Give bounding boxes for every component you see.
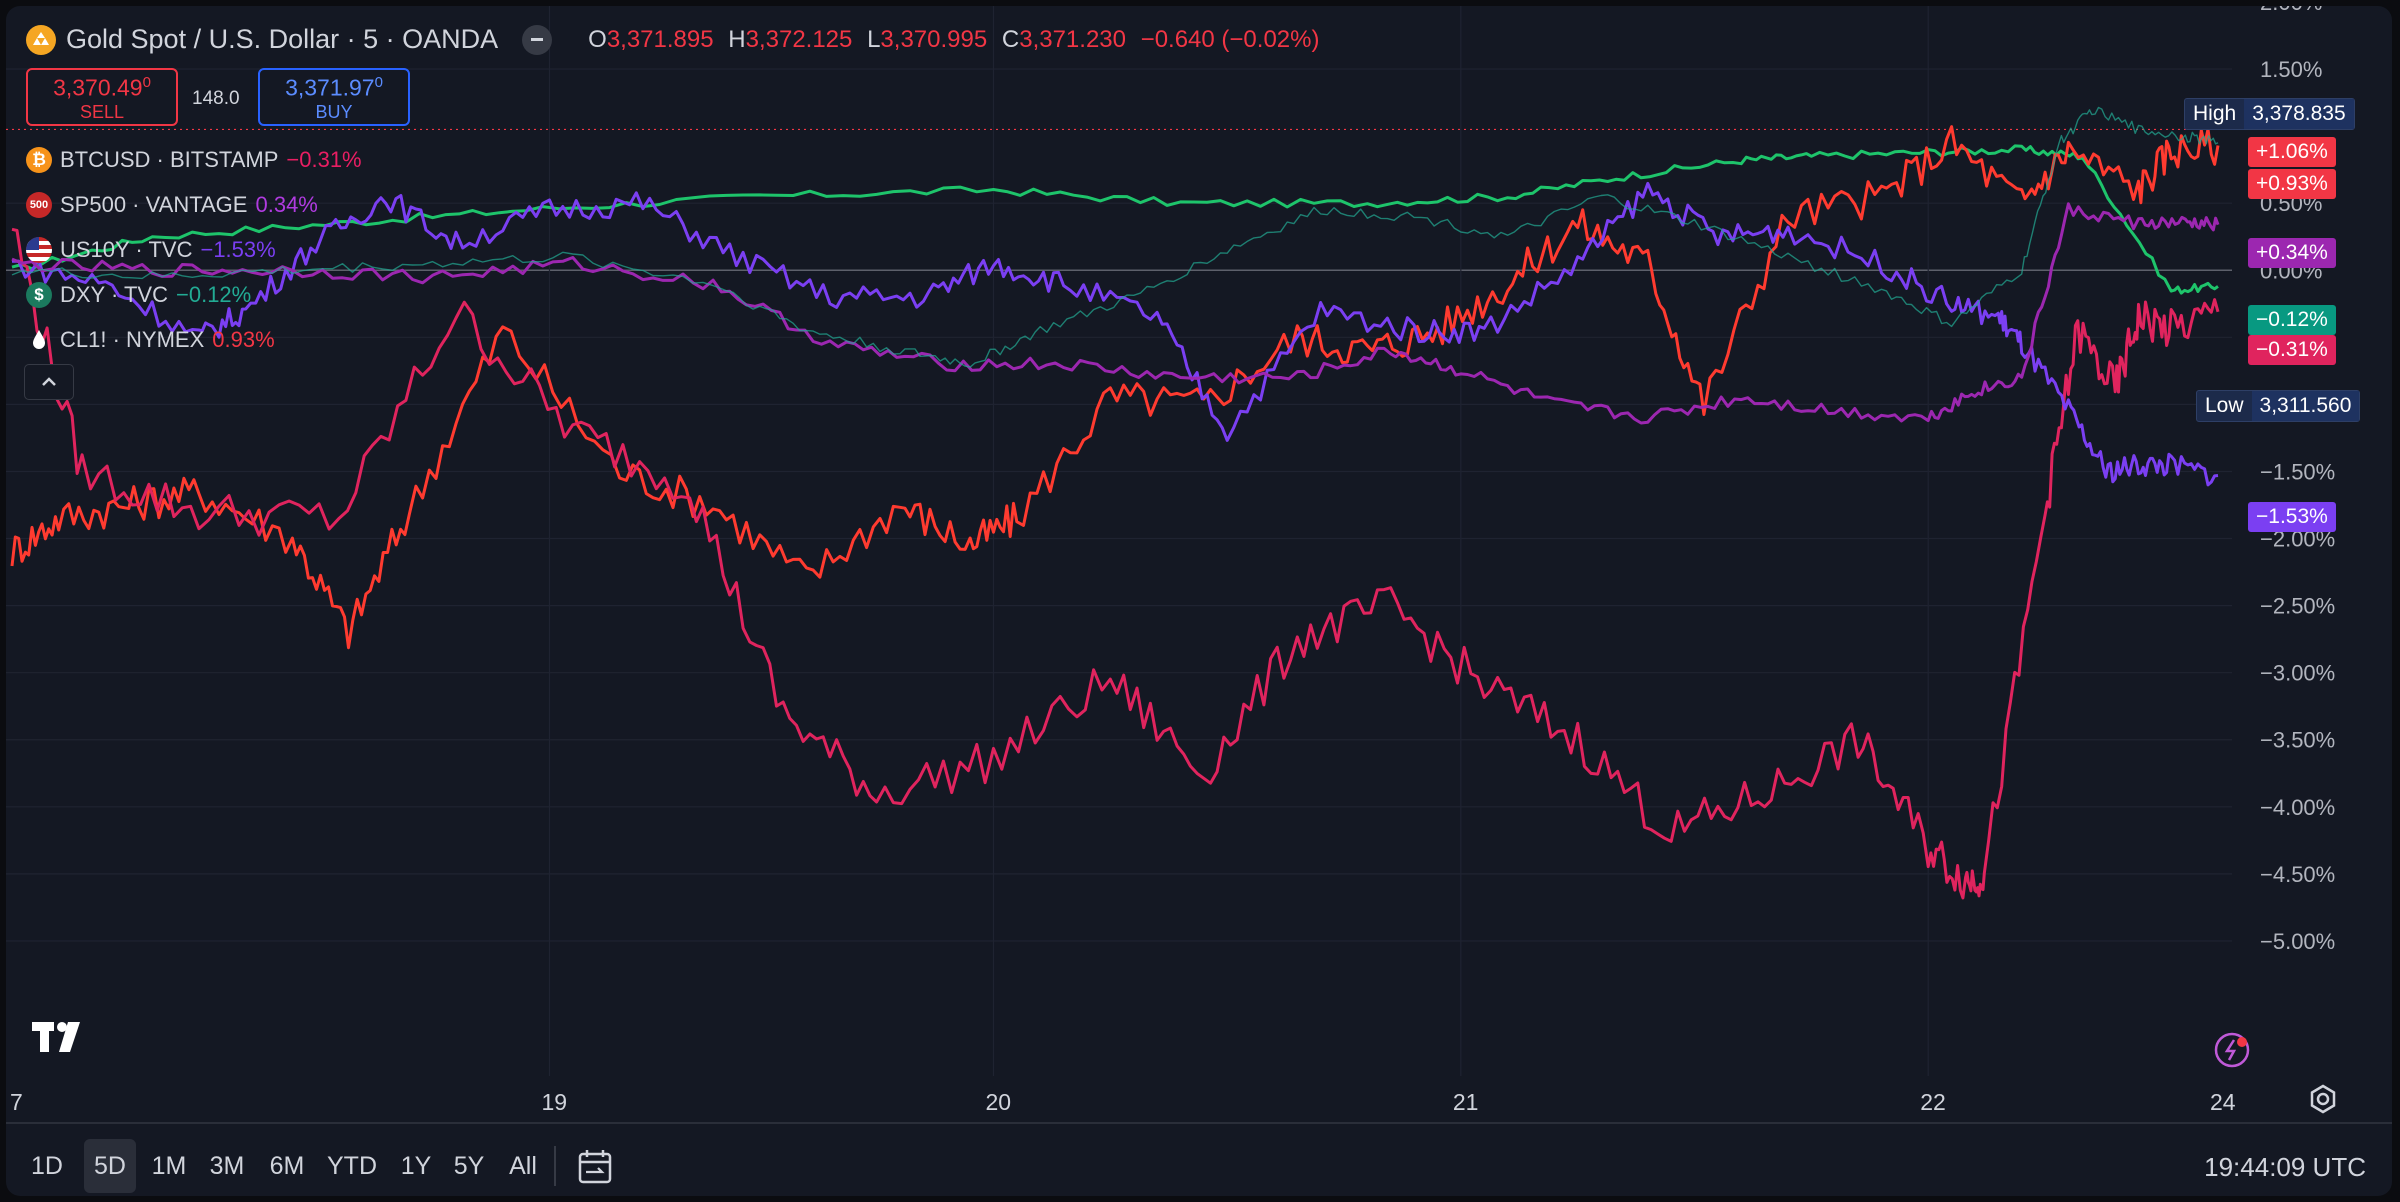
x-tick-label: 24 (2210, 1089, 2236, 1115)
sell-price: 3,370.49 (53, 74, 143, 101)
x-tick-label: 19 (541, 1089, 567, 1115)
timeframe-all[interactable]: All (509, 1152, 537, 1180)
legend-row-cl1[interactable]: CL1! · NYMEX 0.93% (26, 323, 275, 357)
legend-name: CL1! · NYMEX (60, 327, 205, 352)
oil-drop-icon (26, 327, 52, 353)
timeframe-1d[interactable]: 1D (31, 1152, 63, 1180)
series-line-gold (11, 106, 2219, 368)
settings-gear-icon[interactable] (2306, 1082, 2340, 1121)
legend-name: BTCUSD · BITSTAMP (60, 147, 279, 172)
legend-row-sp500[interactable]: 500 SP500 · VANTAGE 0.34% (26, 188, 318, 222)
ohlc-c-value: 3,371.230 (1019, 25, 1126, 53)
timeframe-1m[interactable]: 1M (151, 1152, 187, 1180)
high-tag: High 3,378.835 (2184, 98, 2355, 130)
timeframe-6m[interactable]: 6M (269, 1152, 305, 1180)
timeframe-1y[interactable]: 1Y (400, 1152, 432, 1180)
timeframe-ytd[interactable]: YTD (327, 1152, 377, 1180)
gold-icon (26, 24, 56, 55)
ohlc-o-label: O (588, 25, 607, 53)
y-tick-label: −3.00% (2260, 661, 2335, 686)
y-tick-label: −4.50% (2260, 862, 2335, 887)
buy-label: BUY (315, 101, 353, 122)
legend-name: DXY · TVC (60, 282, 168, 307)
y-tick-label: −2.50% (2260, 594, 2335, 619)
ohlc-change: −0.640 (−0.02%) (1140, 25, 1320, 53)
alert-lightning-icon[interactable] (2212, 1030, 2252, 1075)
ohlc-l-value: 3,370.995 (880, 25, 988, 53)
sell-price-sup: 0 (142, 74, 151, 91)
sp500-icon: 500 (26, 192, 52, 218)
sell-button[interactable]: 3,370.490 SELL (26, 68, 178, 126)
series-line-cl1 (11, 227, 2220, 900)
legend-row-us10y[interactable]: US10Y · TVC −1.53% (26, 233, 276, 267)
legend-change: 0.34% (255, 192, 318, 217)
timeframe-5y[interactable]: 5Y (453, 1152, 485, 1180)
ohlc-h-label: H (728, 25, 746, 53)
bitcoin-icon: ₿ (26, 147, 52, 173)
x-tick-label: 21 (1453, 1089, 1479, 1115)
series-line-dxy (11, 144, 2219, 295)
x-tick-label: 22 (1920, 1089, 1946, 1115)
buy-price: 3,371.97 (285, 74, 375, 101)
us10y-tag: −1.53% (2248, 502, 2336, 532)
chart-plot[interactable]: 2.00%1.50%0.50%0.00%−0.50%−1.00%−1.50%−2… (6, 6, 2392, 1126)
buy-price-sup: 0 (374, 74, 383, 91)
us-flag-icon (26, 237, 52, 263)
dxy-tag: −0.12% (2248, 305, 2336, 335)
legend-change: −0.12% (176, 282, 252, 307)
series-line-sp500 (11, 202, 2220, 425)
legend-row-dxy[interactable]: $ DXY · TVC −0.12% (26, 278, 251, 312)
y-tick-label: −4.00% (2260, 795, 2335, 820)
buy-button[interactable]: 3,371.970 BUY (258, 68, 410, 126)
legend-change: −0.31% (286, 147, 362, 172)
collapse-icon[interactable] (522, 24, 553, 55)
series-line-us10y (11, 181, 2219, 487)
timeframe-3m[interactable]: 3M (209, 1152, 245, 1180)
ohlc-values: O3,371.895 H3,372.125 L3,370.995 C3,371.… (588, 26, 1319, 54)
y-tick-label: −3.50% (2260, 728, 2335, 753)
sp500-tag: +0.34% (2248, 238, 2336, 268)
high-label: High (2193, 102, 2237, 125)
utc-clock[interactable]: 19:44:09 UTC (2204, 1152, 2366, 1182)
symbol-header[interactable]: Gold Spot / U.S. Dollar · 5 · OANDA O3,3… (26, 24, 1319, 55)
legend-change: 0.93% (212, 327, 275, 352)
dollar-icon: $ (26, 282, 52, 308)
low-label: Low (2205, 394, 2244, 417)
x-tick-label: 20 (985, 1089, 1011, 1115)
sell-label: SELL (79, 101, 125, 122)
ohlc-o-value: 3,371.895 (606, 25, 714, 53)
y-tick-label: 1.50% (2260, 57, 2322, 82)
ohlc-c-label: C (1001, 25, 1020, 53)
ohlc-h-value: 3,372.125 (745, 25, 853, 53)
ohlc-l-label: L (867, 25, 881, 53)
chevron-up-icon (42, 377, 56, 386)
symbol-title: Gold Spot / U.S. Dollar · 5 · OANDA (66, 24, 499, 54)
btc-tag: +0.93% (2248, 169, 2336, 199)
legend-row-btcusd[interactable]: ₿ BTCUSD · BITSTAMP −0.31% (26, 143, 362, 177)
y-tick-label: −5.00% (2260, 929, 2335, 954)
legend-name: US10Y · TVC (60, 237, 193, 262)
date-range-icon[interactable] (574, 1146, 616, 1191)
bottom-toolbar (6, 1122, 2392, 1124)
high-value: 3,378.835 (2244, 99, 2354, 129)
gold-tag: −0.31% (2248, 335, 2336, 365)
low-value: 3,311.560 (2251, 391, 2360, 421)
y-tick-label: −1.50% (2260, 459, 2335, 484)
x-tick-label: 7 (10, 1089, 23, 1115)
timeframe-5d[interactable]: 5D (84, 1139, 136, 1193)
toolbar-divider (554, 1146, 556, 1186)
legend-name: SP500 · VANTAGE (60, 192, 248, 217)
legend-change: −1.53% (200, 237, 276, 262)
tradingview-logo-icon[interactable] (32, 1020, 90, 1059)
legend-collapse-button[interactable] (24, 364, 74, 400)
cl1-tag: +1.06% (2248, 137, 2336, 167)
chart-window: 2.00%1.50%0.50%0.00%−0.50%−1.00%−1.50%−2… (6, 6, 2392, 1196)
spread-value: 148.0 (192, 88, 240, 109)
low-tag: Low 3,311.560 (2196, 390, 2361, 422)
y-tick-label: 2.00% (2260, 6, 2322, 15)
series-line-btcusd (10, 125, 2220, 650)
